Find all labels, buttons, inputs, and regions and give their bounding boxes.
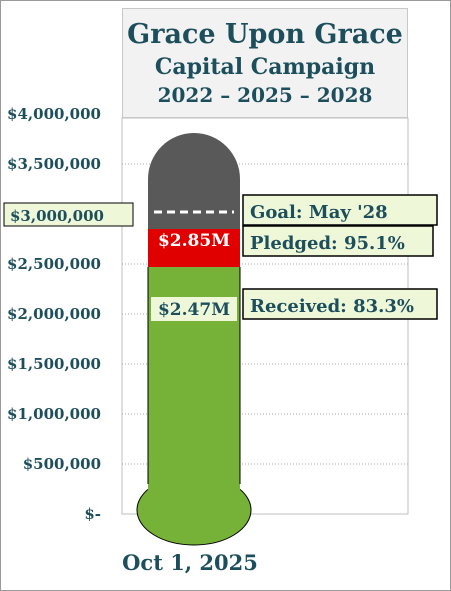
goal-callout-label: Goal: May '28 [250,202,388,223]
received-callout-label: Received: 83.3% [250,296,414,317]
goal-remaining-bar [148,133,240,229]
pledged-callout-box [242,225,434,257]
y-tick-label: $500,000 [23,455,101,473]
pledged-bar [148,229,240,267]
chart-subtitle: Capital Campaign [154,54,376,80]
y-tick-label: $2,500,000 [7,255,101,273]
received-value-box [151,297,237,321]
chart-title: Grace Upon Grace [127,19,403,50]
pledged-callout-label: Pledged: 95.1% [250,233,405,254]
campaign-years: 2022 – 2025 – 2028 [157,83,373,107]
goal-tick-box [3,202,134,227]
as-of-date: Oct 1, 2025 [122,550,258,575]
y-tick-label: $- [84,505,101,523]
y-tick-label: $3,500,000 [7,155,101,173]
y-tick-label: $1,000,000 [7,405,101,423]
bulb-joint [148,470,240,500]
received-value-label: $2.47M [158,300,230,320]
y-tick-label: $2,000,000 [7,305,101,323]
title-box: Grace Upon Grace Capital Campaign 2022 –… [122,8,408,118]
y-tick-label: $4,000,000 [7,105,101,123]
goal-tick-label: $3,000,000 [10,207,104,225]
goal-callout-box [242,194,438,226]
pledged-value-label: $2.85M [158,231,230,251]
received-callout-box [242,288,438,320]
y-tick-label: $1,500,000 [7,355,101,373]
